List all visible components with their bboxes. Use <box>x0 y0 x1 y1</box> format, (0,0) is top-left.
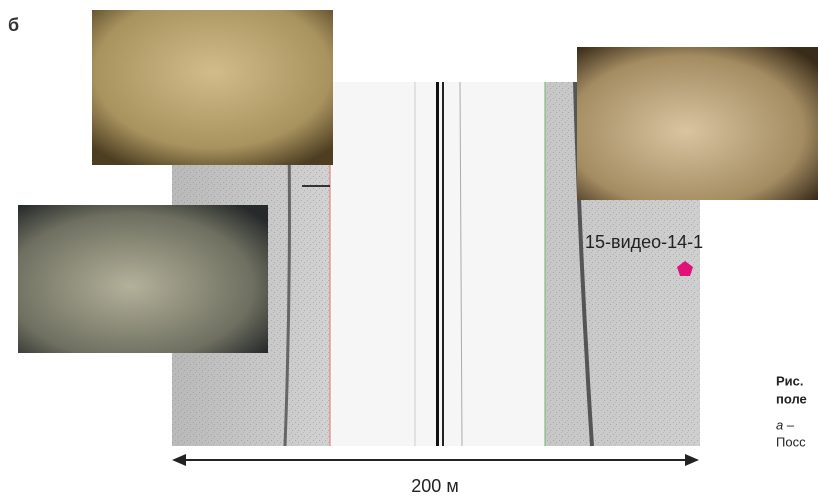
caption-title: поле <box>776 391 807 406</box>
seafloor-photo <box>18 205 268 353</box>
station-label: 15-видео-14-1 <box>585 232 703 252</box>
caption-text: а – <box>776 417 795 432</box>
caption-title: Рис. <box>776 373 804 388</box>
figure: б 15-видео-14-1 200 м Рис. поле а – Посс <box>0 0 818 497</box>
nadir-line <box>442 82 444 446</box>
seafloor-photo <box>577 47 818 200</box>
nadir-line <box>436 82 439 446</box>
scale-bar <box>172 454 699 466</box>
seafloor-photo <box>92 10 333 165</box>
panel-label: б <box>8 15 19 35</box>
caption-text: Посс <box>776 434 806 449</box>
scale-label: 200 м <box>411 476 458 496</box>
page: б 15-видео-14-1 200 м Рис. поле а – Посс… <box>0 0 818 497</box>
